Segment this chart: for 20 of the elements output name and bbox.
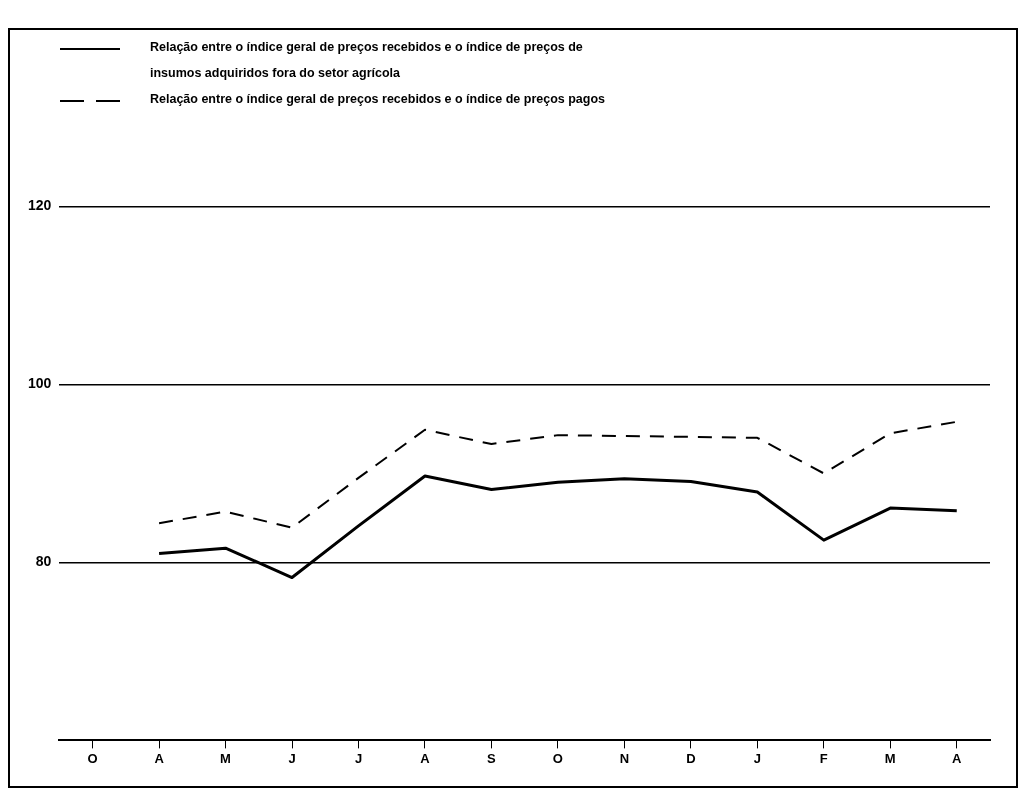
y-tick-label: 100 xyxy=(28,375,52,392)
line-series xyxy=(158,420,958,529)
x-tick-label: M xyxy=(220,750,231,766)
y-tick-label: 120 xyxy=(28,197,52,214)
y-tick-label: 80 xyxy=(35,553,52,570)
legend-label: Relação entre o índice geral de preços recebidos e o índice de preços de insumos adquiridos fora do setor agrícola xyxy=(150,39,584,82)
x-tick-label: J xyxy=(753,750,761,766)
x-tick-label: J xyxy=(354,750,363,766)
x-tick-label: D xyxy=(686,750,696,766)
x-tick-label: M xyxy=(884,750,896,766)
x-tick-label: O xyxy=(552,750,563,766)
x-tick-label: S xyxy=(487,750,497,766)
x-tick-label: A xyxy=(420,750,431,766)
x-tick-label: J xyxy=(288,750,296,766)
x-tick-label: A xyxy=(952,750,963,766)
x-tick-label: F xyxy=(819,750,828,766)
x-tick-label: A xyxy=(154,750,165,766)
legend-label: Relação entre o índice geral de preços recebidos e o índice de preços pagos xyxy=(150,91,606,108)
x-tick-label: O xyxy=(87,750,98,766)
x-tick-label: N xyxy=(619,750,630,766)
